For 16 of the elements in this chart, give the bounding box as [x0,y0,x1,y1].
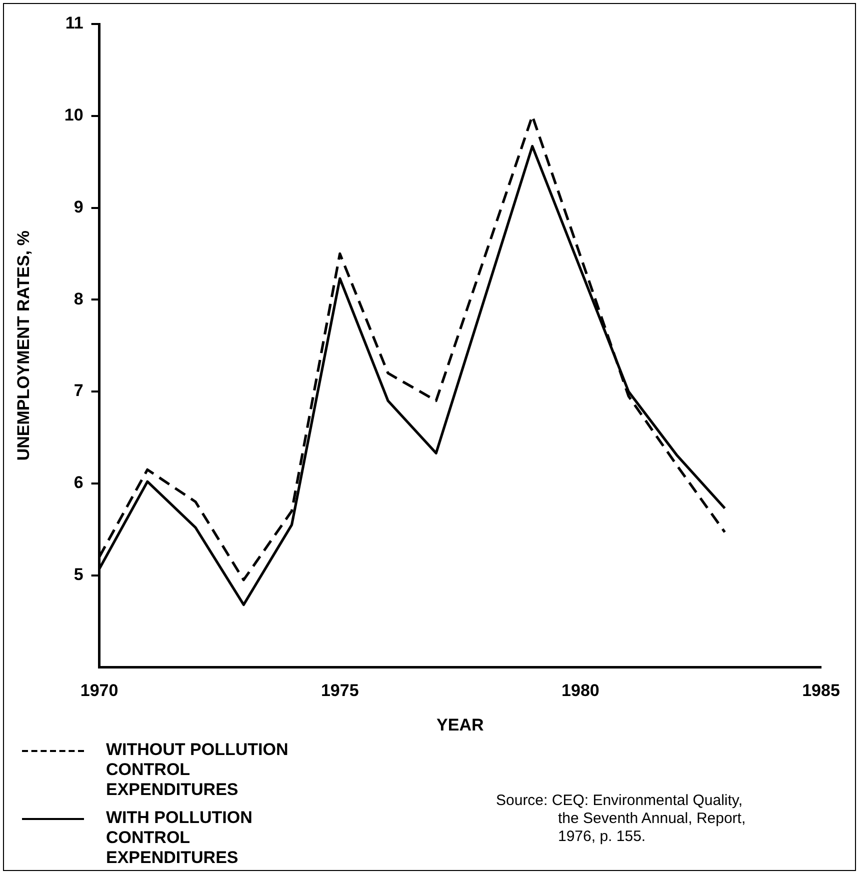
source-note: Source: CEQ: Environmental Quality, the Seventh Annual, Report, 1976, p. 155. [496,792,746,846]
x-tick-label: 1985 [802,681,840,700]
y-tick-label: 5 [74,565,84,584]
x-axis-title: YEAR [436,715,484,734]
y-tick-label: 6 [74,473,84,492]
y-tick-label: 8 [74,289,84,308]
x-tick-label: 1970 [80,681,118,700]
x-tick-label: 1980 [562,681,600,700]
legend-label: WITHOUT POLLUTION CONTROL EXPENDITURES [106,740,290,800]
legend-label: WITH POLLUTION CONTROL EXPENDITURES [106,808,254,868]
x-tick-label: 1975 [320,681,359,700]
y-tick-label: 11 [65,14,84,33]
y-tick-label: 7 [74,381,84,400]
y-axis-title: UNEMPLOYMENT RATES, % [14,230,33,461]
y-tick-label: 10 [64,106,84,125]
y-tick-label: 9 [74,197,84,216]
